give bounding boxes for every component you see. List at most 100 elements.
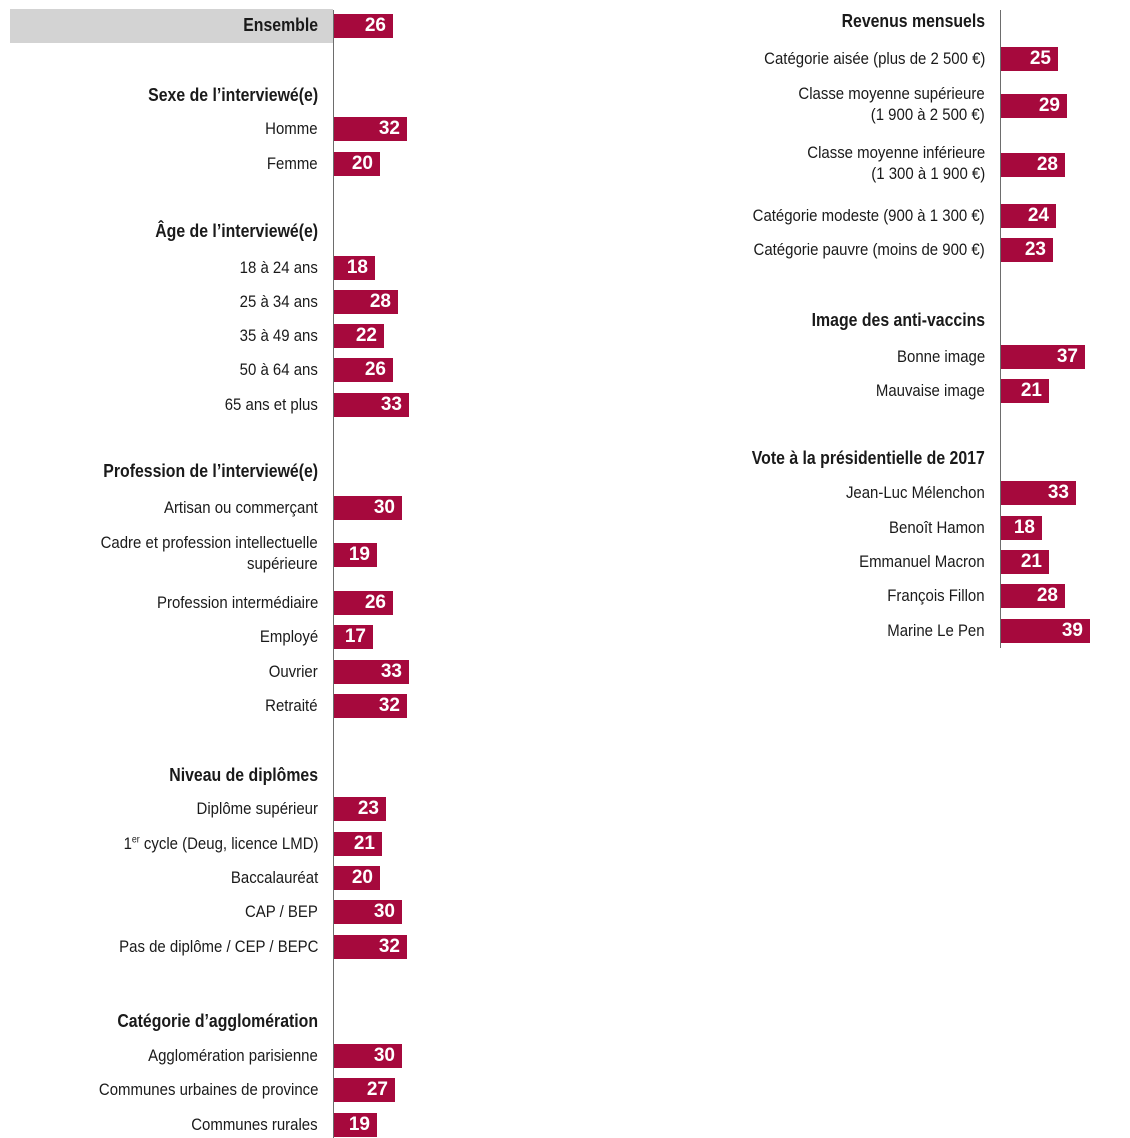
highlight-band — [10, 9, 333, 43]
category-label: 1er cycle (Deug, licence LMD) — [123, 834, 318, 853]
category-label: Bonne image — [896, 347, 985, 366]
bar — [1001, 379, 1049, 403]
bar — [1001, 345, 1085, 369]
group-title: Âge de l’interviewé(e) — [155, 221, 318, 241]
bar — [1001, 204, 1056, 228]
axis-line-1 — [333, 10, 334, 1138]
label-line-2: (1 300 à 1 900 €) — [871, 164, 985, 183]
group-title: Sexe de l’interviewé(e) — [148, 85, 318, 105]
category-label: 50 à 64 ans — [239, 360, 318, 379]
category-label: Catégorie modeste (900 à 1 300 €) — [752, 206, 985, 225]
bar — [334, 152, 380, 176]
bar-value: 23 — [1024, 239, 1046, 260]
bar-value: 32 — [378, 695, 400, 716]
bar-value: 25 — [1029, 48, 1051, 69]
bar-value: 33 — [380, 661, 402, 682]
category-label: Ensemble — [243, 15, 318, 35]
bar — [334, 694, 407, 718]
category-label: 25 à 34 ans — [239, 292, 318, 311]
category-label: CAP / BEP — [245, 902, 318, 921]
category-label: Catégorie aisée (plus de 2 500 €) — [763, 49, 985, 68]
bar-value: 30 — [373, 497, 395, 518]
bar-value: 26 — [364, 15, 386, 36]
bar — [334, 900, 402, 924]
category-label: François Fillon — [887, 586, 985, 605]
bar-value: 20 — [351, 153, 373, 174]
category-label: Catégorie pauvre (moins de 900 €) — [753, 240, 985, 259]
bar-value: 26 — [364, 592, 386, 613]
bar — [334, 625, 373, 649]
bar-value: 30 — [373, 901, 395, 922]
bar — [334, 1044, 402, 1068]
bar-value: 24 — [1027, 205, 1049, 226]
label-line-1: Classe moyenne supérieure — [798, 84, 985, 103]
bar — [334, 591, 393, 615]
bar-value: 33 — [1047, 482, 1069, 503]
category-label: 35 à 49 ans — [239, 326, 318, 345]
bar-value: 27 — [366, 1079, 388, 1100]
bar — [1001, 238, 1053, 262]
category-label: Retraité — [265, 696, 318, 715]
bar — [334, 496, 402, 520]
bar — [334, 1078, 395, 1102]
group-title: Profession de l’interviewé(e) — [103, 461, 318, 481]
bar — [334, 660, 409, 684]
category-label: Classe moyenne supérieure (1 900 à 2 500 … — [799, 83, 985, 125]
label-line-1: Cadre et profession intellectuelle — [100, 533, 318, 552]
category-label: Diplôme supérieur — [196, 799, 318, 818]
bar — [1001, 481, 1076, 505]
category-label: Jean-Luc Mélenchon — [846, 483, 985, 502]
bar — [1001, 550, 1049, 574]
bar — [334, 14, 393, 38]
label-line-1: Classe moyenne inférieure — [807, 143, 985, 162]
group-title: Catégorie d’agglomération — [117, 1011, 318, 1031]
bar — [334, 358, 393, 382]
category-label: 18 à 24 ans — [239, 258, 318, 277]
category-label: Marine Le Pen — [887, 621, 985, 640]
bar — [334, 866, 380, 890]
category-label: Baccalauréat — [230, 868, 318, 887]
bar — [334, 117, 407, 141]
bar-value: 19 — [348, 1114, 370, 1135]
bar-value: 21 — [353, 833, 375, 854]
category-label: 65 ans et plus — [224, 395, 318, 414]
category-label: Cadre et profession intellectuelle supéri… — [101, 532, 318, 574]
label-line-2: supérieure — [247, 554, 318, 573]
bar-value: 28 — [1036, 154, 1058, 175]
bar-value: 19 — [348, 544, 370, 565]
category-label: Classe moyenne inférieure (1 300 à 1 900 … — [807, 142, 985, 184]
bar-value: 18 — [1013, 517, 1035, 538]
group-title: Revenus mensuels — [841, 11, 985, 31]
label-superscript: er — [131, 834, 140, 846]
category-label: Mauvaise image — [876, 381, 985, 400]
bar — [1001, 584, 1065, 608]
bar — [334, 797, 386, 821]
category-label: Femme — [267, 154, 318, 173]
category-label: Communes rurales — [191, 1115, 318, 1134]
label-line-2: (1 900 à 2 500 €) — [871, 105, 985, 124]
bar — [1001, 94, 1067, 118]
bar — [1001, 516, 1042, 540]
bar-value: 32 — [378, 936, 400, 957]
category-label: Artisan ou commerçant — [164, 498, 318, 517]
bar — [334, 935, 407, 959]
bar-value: 28 — [369, 291, 391, 312]
bar — [334, 256, 375, 280]
category-label: Homme — [265, 119, 318, 138]
axis-line-2 — [1000, 10, 1001, 648]
category-label: Benoît Hamon — [889, 518, 985, 537]
group-title: Vote à la présidentielle de 2017 — [751, 448, 985, 468]
bar — [334, 832, 382, 856]
bar — [1001, 619, 1090, 643]
bar — [334, 324, 384, 348]
category-label: Ouvrier — [268, 662, 318, 681]
bar-value: 32 — [378, 118, 400, 139]
bar-value: 20 — [351, 867, 373, 888]
bar-value: 21 — [1020, 551, 1042, 572]
bar — [334, 290, 398, 314]
category-label: Employé — [259, 627, 318, 646]
bar-value: 39 — [1061, 620, 1083, 641]
bar-value: 17 — [344, 626, 366, 647]
category-label: Communes urbaines de province — [98, 1080, 318, 1099]
category-label: Emmanuel Macron — [859, 552, 985, 571]
